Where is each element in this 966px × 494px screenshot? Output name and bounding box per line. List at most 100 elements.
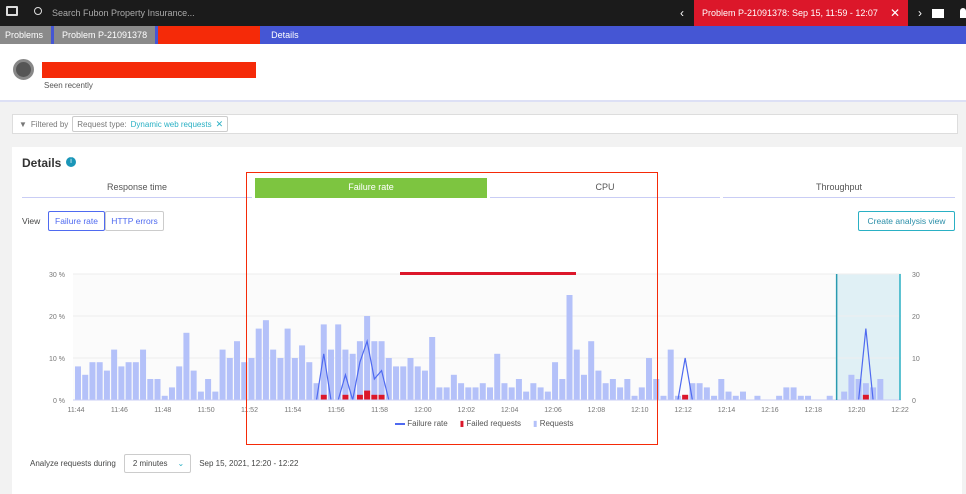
breadcrumb-redacted[interactable] — [158, 26, 261, 44]
chart-legend: Failure rate ▮ Failed requests ▮ Request… — [395, 419, 573, 428]
problem-banner[interactable]: Problem P-21091378: Sep 15, 11:59 - 12:0… — [693, 0, 908, 26]
failed-request-bar — [342, 394, 349, 400]
legend-requests[interactable]: ▮ Requests — [533, 419, 573, 428]
request-bar — [255, 328, 262, 400]
breadcrumb-problem[interactable]: Problem P-21091378 — [54, 26, 156, 44]
x-tick: 11:52 — [241, 407, 258, 414]
tab-failure-rate[interactable]: Failure rate — [255, 178, 487, 198]
request-bar — [241, 362, 248, 400]
view-http-errors-button[interactable]: HTTP errors — [105, 211, 164, 231]
request-bar — [638, 387, 645, 400]
request-bar — [696, 383, 703, 400]
request-bar — [877, 379, 884, 400]
breadcrumb-details: Details — [271, 30, 299, 40]
request-bar — [205, 379, 212, 400]
request-bar — [385, 358, 392, 400]
y-right-tick: 20 — [912, 314, 920, 321]
chevron-down-icon: ⌄ — [177, 459, 185, 468]
request-bar — [125, 362, 132, 400]
request-bar — [530, 383, 537, 400]
y-right-tick: 10 — [912, 356, 920, 363]
x-tick: 11:50 — [198, 407, 215, 414]
duration-select[interactable]: 2 minutes ⌄ — [123, 454, 192, 473]
failed-request-bar — [320, 394, 327, 400]
request-bar — [176, 366, 183, 400]
request-bar — [183, 332, 190, 400]
y-right-tick: 30 — [912, 272, 920, 279]
filter-icon: ▼ — [19, 119, 27, 129]
request-bar — [436, 387, 443, 400]
filter-value: Dynamic web requests — [130, 119, 212, 129]
request-bar — [132, 362, 139, 400]
chat-icon[interactable] — [932, 8, 944, 18]
request-bar — [248, 358, 255, 400]
annotation-line — [400, 272, 576, 275]
request-bar — [226, 358, 233, 400]
request-bar — [421, 370, 428, 400]
view-failure-rate-button[interactable]: Failure rate — [48, 211, 105, 231]
x-tick: 11:48 — [154, 407, 171, 414]
tab-throughput[interactable]: Throughput — [723, 178, 955, 198]
request-bar — [270, 349, 277, 400]
filter-label: Filtered by — [30, 119, 69, 129]
request-bar — [870, 387, 877, 400]
request-bar — [371, 341, 378, 400]
request-bar — [602, 383, 609, 400]
filter-key: Request type: — [77, 119, 127, 129]
request-bar — [234, 341, 241, 400]
request-bar — [624, 379, 631, 400]
info-icon[interactable]: i — [66, 157, 76, 167]
close-icon[interactable]: ✕ — [889, 6, 900, 20]
request-bar — [327, 349, 334, 400]
top-right-cluster: ‹ Problem P-21091378: Sep 15, 11:59 - 12… — [670, 0, 966, 26]
menu-icon[interactable] — [6, 6, 18, 16]
analyze-row: Analyze requests during 2 minutes ⌄ Sep 1… — [30, 454, 298, 473]
request-bar — [739, 391, 746, 400]
request-bar — [197, 391, 204, 400]
request-bar — [537, 387, 544, 400]
x-tick: 11:58 — [371, 407, 388, 414]
breadcrumb-problems[interactable]: Problems — [0, 26, 52, 44]
x-tick: 11:46 — [111, 407, 128, 414]
remove-filter-icon[interactable]: ✕ — [215, 118, 224, 129]
entity-subtitle: Seen recently — [44, 81, 93, 90]
chevron-left-icon[interactable]: ‹ — [679, 6, 684, 20]
legend-label: Requests — [539, 419, 574, 428]
request-bar — [479, 383, 486, 400]
filter-chip[interactable]: Request type: Dynamic web requests ✕ — [72, 116, 229, 132]
user-icon[interactable] — [960, 8, 966, 18]
request-bar — [653, 379, 660, 400]
failed-request-bar — [364, 390, 371, 400]
x-tick: 11:56 — [328, 407, 345, 414]
request-bar — [718, 379, 725, 400]
x-tick: 11:54 — [284, 407, 301, 414]
legend-label: Failed requests — [466, 419, 522, 428]
request-bar — [523, 391, 530, 400]
chevron-right-icon[interactable]: › — [918, 6, 922, 20]
problem-banner-text: Problem P-21091378: Sep 15, 11:59 - 12:0… — [701, 8, 878, 18]
request-bar — [414, 366, 421, 400]
request-bar — [103, 370, 110, 400]
request-bar — [797, 395, 804, 400]
request-bar — [96, 362, 103, 400]
request-bar — [89, 362, 96, 400]
filter-bar[interactable]: ▼ Filtered by Request type: Dynamic web … — [12, 114, 958, 134]
y-left-tick: 30 % — [49, 272, 65, 279]
request-bar — [588, 341, 595, 400]
request-bar — [776, 395, 783, 400]
failure-rate-chart[interactable]: 0 % 0 10 % 10 20 % 20 30 % 30 11:44 11:46 11:48 11:… — [0, 260, 966, 440]
legend-failed-requests[interactable]: ▮ Failed requests — [460, 419, 521, 428]
request-bar — [790, 387, 797, 400]
request-bar — [140, 349, 147, 400]
create-analysis-view-button[interactable]: Create analysis view — [858, 211, 955, 231]
legend-failure-rate[interactable]: Failure rate — [395, 419, 448, 428]
red-bars-icon: ▮ — [459, 419, 465, 428]
x-tick: 12:04 — [501, 407, 519, 414]
failure-rate-line — [315, 328, 874, 401]
search-input[interactable]: Search Fubon Property Insurance... — [52, 8, 195, 18]
request-bar — [660, 395, 667, 400]
tab-cpu[interactable]: CPU — [490, 178, 720, 198]
request-bar — [841, 391, 848, 400]
tab-response-time[interactable]: Response time — [22, 178, 252, 198]
request-bar — [219, 349, 226, 400]
